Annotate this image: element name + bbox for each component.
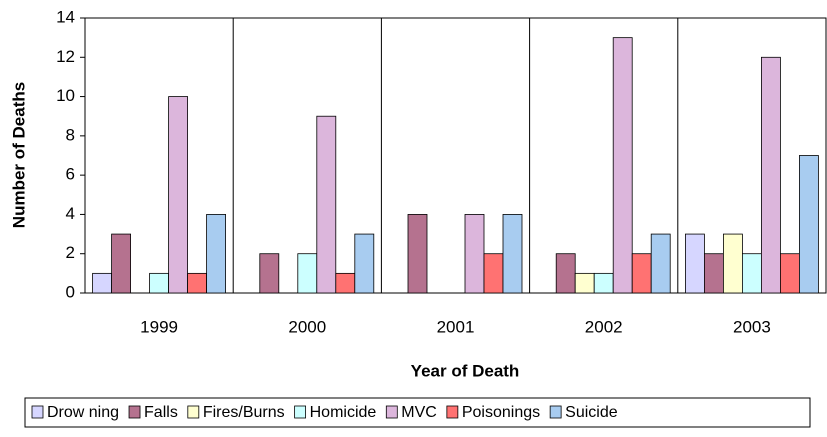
legend-swatch xyxy=(385,405,398,419)
bar xyxy=(92,272,112,294)
bar xyxy=(704,253,724,294)
x-tick-label: 2000 xyxy=(288,317,326,336)
bar xyxy=(631,253,652,294)
legend-box xyxy=(24,397,811,428)
legend-swatch xyxy=(549,405,562,419)
legend-label: Drow ning xyxy=(47,404,119,421)
x-tick-label: 1999 xyxy=(140,317,178,336)
x-tick-label: 2002 xyxy=(585,317,623,336)
bar xyxy=(593,272,614,294)
x-tick-label: 2001 xyxy=(437,317,475,336)
plot-frame xyxy=(84,17,827,294)
legend-label: Fires/Burns xyxy=(203,404,285,421)
legend-swatch xyxy=(294,405,307,419)
bar xyxy=(168,96,189,294)
legend-label: MVC xyxy=(401,404,437,421)
y-tick-label: 12 xyxy=(56,47,75,66)
bar xyxy=(555,253,576,294)
legend-swatch xyxy=(31,405,44,419)
bar xyxy=(316,115,337,294)
bar xyxy=(206,214,227,294)
bar xyxy=(259,253,280,294)
y-tick-label: 0 xyxy=(66,282,75,301)
y-tick-label: 10 xyxy=(56,86,75,105)
bar xyxy=(723,233,743,294)
y-tick-label: 4 xyxy=(66,204,75,223)
bar xyxy=(574,272,595,294)
bar xyxy=(612,37,633,294)
bar xyxy=(407,214,428,294)
bar xyxy=(650,233,671,294)
bar xyxy=(742,253,762,294)
bar xyxy=(799,155,819,294)
bar xyxy=(187,272,208,294)
legend-label: Poisonings xyxy=(462,404,540,421)
legend-label: Suicide xyxy=(565,404,618,421)
bar xyxy=(483,253,504,294)
bar xyxy=(464,214,485,294)
legend-swatch xyxy=(187,405,200,419)
y-axis-title: Number of Deaths xyxy=(9,82,28,228)
legend-label: Falls xyxy=(144,404,178,421)
legend-swatch xyxy=(128,405,141,419)
bar xyxy=(149,272,170,294)
bar xyxy=(761,56,781,294)
legend-label: Homicide xyxy=(310,404,377,421)
x-axis-title: Year of Death xyxy=(411,361,520,380)
bar xyxy=(297,253,318,294)
bar xyxy=(111,233,131,294)
bar xyxy=(354,233,375,294)
bar xyxy=(502,214,523,294)
y-tick-label: 2 xyxy=(66,243,75,262)
bar xyxy=(780,253,800,294)
y-tick-label: 14 xyxy=(56,7,75,26)
legend-swatch xyxy=(446,405,459,419)
bar xyxy=(685,233,705,294)
y-tick-label: 6 xyxy=(66,165,75,184)
bar xyxy=(335,272,356,294)
x-tick-label: 2003 xyxy=(733,317,771,336)
y-tick-label: 8 xyxy=(66,125,75,144)
